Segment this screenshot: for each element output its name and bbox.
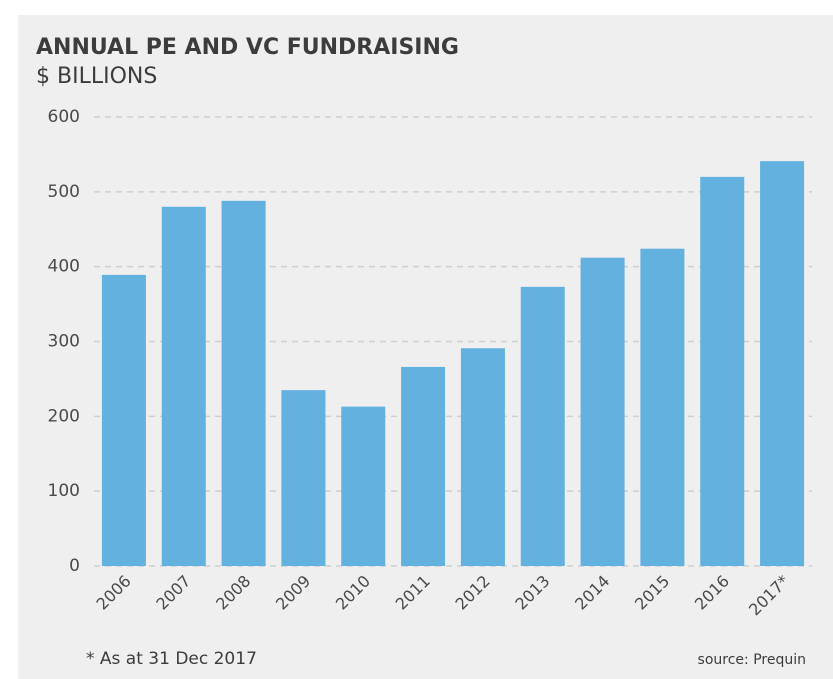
y-tick-label: 500: [48, 182, 80, 202]
bar: [281, 390, 326, 566]
bar: [700, 176, 745, 566]
bar: [640, 248, 685, 566]
y-tick-label: 600: [48, 107, 80, 127]
bar: [760, 161, 805, 566]
chart-title: ANNUAL PE AND VC FUNDRAISING: [36, 35, 459, 60]
footnote: * As at 31 Dec 2017: [86, 649, 257, 669]
bar: [341, 406, 386, 566]
y-tick-label: 400: [48, 257, 80, 277]
bar: [101, 274, 146, 566]
source: source: Prequin: [698, 652, 806, 668]
y-tick-label: 200: [48, 406, 80, 426]
bar: [401, 366, 446, 566]
chart-background: [18, 15, 833, 679]
bar: [161, 206, 206, 567]
bar: [520, 286, 565, 566]
bar: [460, 348, 505, 566]
y-tick-label: 300: [48, 332, 80, 352]
bar: [580, 257, 625, 566]
y-tick-label: 100: [48, 481, 80, 501]
y-tick-label: 0: [69, 556, 80, 576]
chart-subtitle: $ BILLIONS: [36, 64, 157, 89]
bar: [221, 200, 266, 566]
